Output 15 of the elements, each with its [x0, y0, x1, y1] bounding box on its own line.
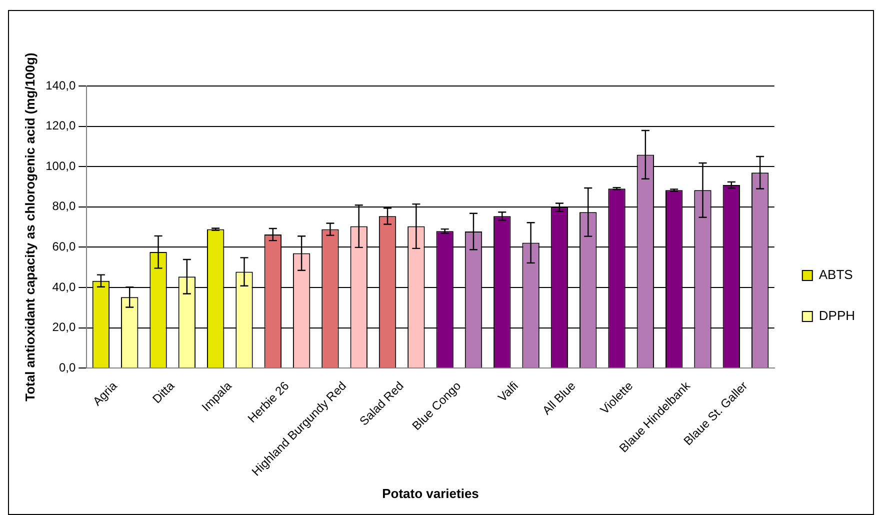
y-tick-label: 40,0 [52, 280, 76, 294]
y-tick-label: 120,0 [46, 118, 76, 133]
x-axis-title: Potato varieties [382, 486, 479, 501]
legend-label: DPPH [818, 308, 856, 324]
y-tick-label: 60,0 [52, 240, 76, 254]
x-tick-label: All Blue [540, 378, 578, 418]
x-tick-label: Ditta [150, 378, 178, 406]
y-tick-label: 140,0 [46, 78, 76, 92]
y-tick-label: 80,0 [52, 199, 76, 214]
legend-label: ABTS [818, 267, 854, 282]
x-tick-label: Valfi [495, 378, 521, 405]
y-tick-label: 100,0 [46, 158, 76, 173]
y-tick-label: 20,0 [52, 320, 76, 334]
y-tick-label: 0,0 [58, 360, 76, 374]
y-axis-title: Total antioxidant capacity as chlorogenic acid (mg/100g) [22, 52, 38, 402]
